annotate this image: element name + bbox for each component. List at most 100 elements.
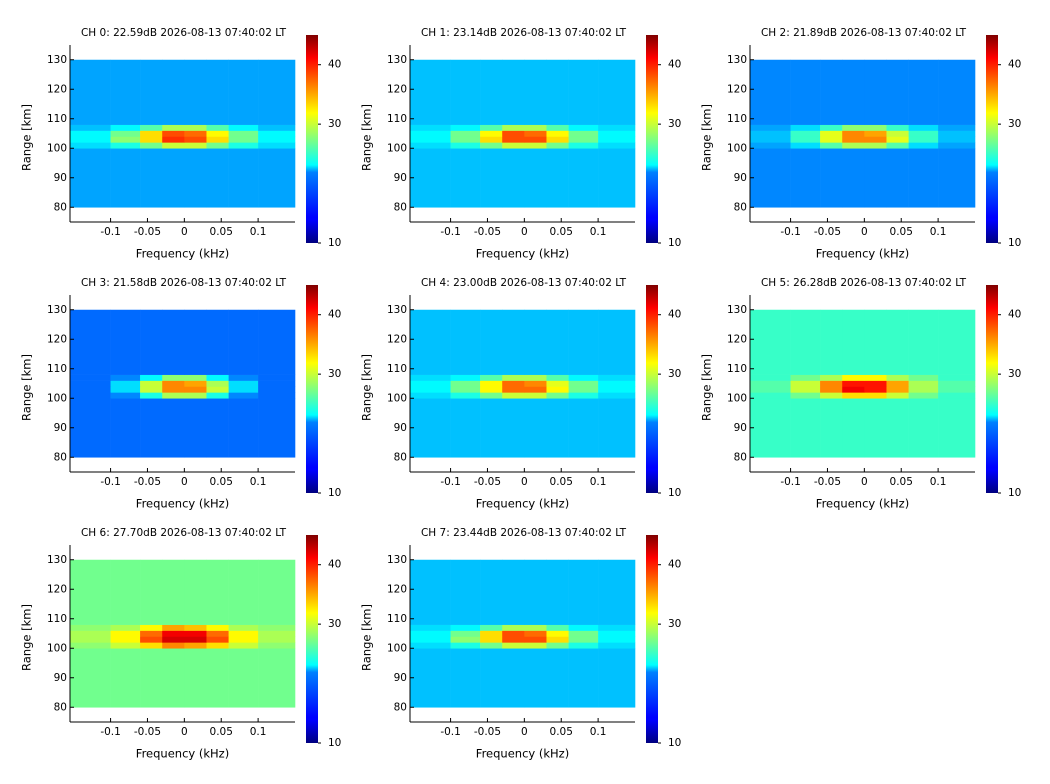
heatmap-cell — [502, 124, 525, 131]
heatmap-cell — [524, 630, 547, 637]
colorbar — [646, 35, 658, 243]
heatmap-cell — [450, 392, 481, 399]
heatmap-cell — [790, 392, 821, 399]
heatmap-cell — [864, 392, 887, 399]
heatmap-cell — [410, 148, 451, 208]
y-tick-label: 130 — [387, 304, 407, 316]
chart-title: CH 6: 27.70dB 2026-08-13 07:40:02 LT — [81, 527, 287, 539]
heatmap-cell — [184, 380, 207, 387]
heatmap-cell — [70, 59, 111, 125]
heatmap-cell — [450, 124, 481, 131]
heatmap-cell — [598, 642, 636, 649]
heatmap-cell — [410, 624, 451, 631]
heatmap-cell — [502, 380, 525, 387]
heatmap-cell — [938, 136, 976, 143]
heatmap-cell — [568, 130, 599, 137]
heatmap-cell — [206, 642, 229, 649]
heatmap-cell — [502, 309, 525, 375]
heatmap-cell — [110, 386, 141, 393]
colorbar-tick-label: 10 — [668, 737, 681, 749]
colorbar-tick-label: 10 — [328, 737, 341, 749]
y-tick-label: 100 — [727, 142, 747, 154]
heatmap-cell — [864, 136, 887, 143]
heatmap-cell — [820, 380, 843, 387]
heatmap-cell — [228, 648, 259, 708]
heatmap-cell — [790, 148, 821, 208]
heatmap-cell — [258, 559, 296, 625]
heatmap-cell — [184, 636, 207, 643]
x-tick-label: -0.05 — [474, 476, 501, 488]
heatmap-cell — [480, 636, 503, 643]
heatmap-cell — [938, 130, 976, 137]
heatmap-cell — [480, 398, 503, 458]
heatmap-cell — [206, 148, 229, 208]
y-tick-label: 120 — [47, 583, 67, 595]
heatmap-cell — [502, 130, 525, 137]
heatmap-cell — [258, 374, 296, 381]
heatmap-cell — [258, 392, 296, 399]
heatmap-cell — [206, 136, 229, 143]
y-tick-label: 100 — [47, 642, 67, 654]
heatmap-cell — [140, 630, 163, 637]
heatmap-cell — [750, 124, 791, 131]
heatmap-cell — [228, 636, 259, 643]
heatmap-cell — [480, 59, 503, 125]
heatmap-cell — [524, 386, 547, 393]
heatmap-cell — [546, 59, 569, 125]
heatmap-cell — [598, 392, 636, 399]
heatmap-cell — [908, 380, 939, 387]
heatmap-cell — [546, 398, 569, 458]
chart-title: CH 7: 23.44dB 2026-08-13 07:40:02 LT — [421, 527, 627, 539]
heatmap-cell — [886, 136, 909, 143]
heatmap-cell — [140, 624, 163, 631]
heatmap-cell — [524, 648, 547, 708]
heatmap-cell — [568, 380, 599, 387]
heatmap-cell — [258, 636, 296, 643]
heatmap-cell — [820, 398, 843, 458]
heatmap-cell — [598, 386, 636, 393]
heatmap-cell — [140, 148, 163, 208]
heatmap-cell — [524, 392, 547, 399]
heatmap-cell — [598, 380, 636, 387]
x-tick-label: 0.1 — [250, 476, 267, 488]
heatmap-cell — [568, 624, 599, 631]
y-tick-label: 110 — [47, 113, 67, 125]
heatmap-cell — [886, 59, 909, 125]
colorbar-tick-label: 40 — [1008, 309, 1021, 321]
heatmap-cell — [750, 386, 791, 393]
heatmap-cell — [908, 130, 939, 137]
x-tick-label: -0.1 — [440, 726, 461, 738]
heatmap-cell — [598, 142, 636, 149]
y-tick-label: 100 — [387, 392, 407, 404]
y-tick-label: 90 — [734, 172, 747, 184]
y-tick-label: 100 — [727, 392, 747, 404]
heatmap-cell — [598, 374, 636, 381]
heatmap-cell — [524, 380, 547, 387]
x-tick-label: -0.05 — [474, 226, 501, 238]
heatmap-cell — [864, 124, 887, 131]
heatmap-cell — [228, 642, 259, 649]
x-tick-label: 0.05 — [550, 226, 573, 238]
heatmap-cell — [790, 380, 821, 387]
colorbar — [646, 285, 658, 493]
heatmap-cell — [524, 124, 547, 131]
heatmap-cell — [450, 374, 481, 381]
colorbar-tick-label: 40 — [328, 59, 341, 71]
heatmap-cell — [864, 142, 887, 149]
heatmap-cell — [410, 398, 451, 458]
y-tick-label: 100 — [47, 142, 67, 154]
x-tick-label: 0 — [521, 226, 528, 238]
heatmap-cell — [546, 648, 569, 708]
x-tick-label: -0.05 — [134, 476, 161, 488]
y-tick-label: 110 — [387, 113, 407, 125]
heatmap-cell — [524, 130, 547, 137]
heatmap-cell — [110, 142, 141, 149]
heatmap-cell — [480, 142, 503, 149]
heatmap-cell — [184, 148, 207, 208]
y-tick-label: 130 — [47, 54, 67, 66]
heatmap-cell — [110, 559, 141, 625]
heatmap-cell — [450, 386, 481, 393]
heatmap-cell — [842, 380, 865, 387]
heatmap-cell — [110, 636, 141, 643]
heatmap-cell — [480, 559, 503, 625]
